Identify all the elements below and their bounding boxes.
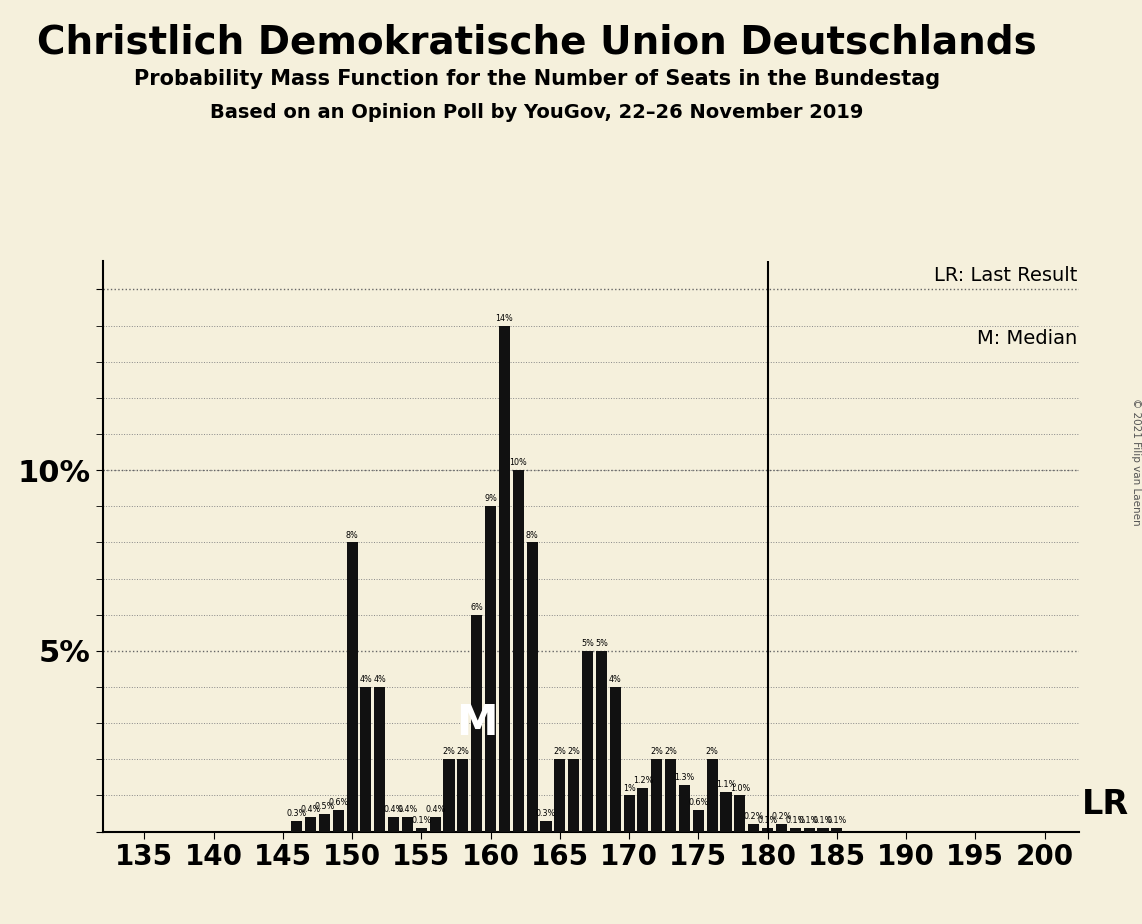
Bar	[790, 828, 801, 832]
Text: 0.2%: 0.2%	[743, 812, 764, 821]
Bar	[402, 817, 413, 832]
Text: 2%: 2%	[650, 748, 664, 757]
Bar	[554, 760, 565, 832]
Text: 0.3%: 0.3%	[536, 808, 556, 818]
Text: 1.1%: 1.1%	[716, 780, 737, 789]
Text: 2%: 2%	[706, 748, 718, 757]
Text: 0.4%: 0.4%	[425, 805, 445, 814]
Bar	[291, 821, 303, 832]
Text: 14%: 14%	[496, 314, 513, 322]
Text: 2%: 2%	[665, 748, 677, 757]
Text: 2%: 2%	[443, 748, 456, 757]
Bar	[443, 760, 455, 832]
Text: 1.2%: 1.2%	[633, 776, 653, 785]
Bar	[582, 650, 593, 832]
Bar	[624, 796, 635, 832]
Bar	[361, 687, 371, 832]
Bar	[346, 542, 357, 832]
Bar	[375, 687, 385, 832]
Text: 6%: 6%	[471, 602, 483, 612]
Bar	[748, 824, 759, 832]
Bar	[651, 760, 662, 832]
Bar	[721, 792, 732, 832]
Text: LR: Last Result: LR: Last Result	[934, 266, 1077, 286]
Bar	[457, 760, 468, 832]
Text: 0.6%: 0.6%	[328, 798, 348, 807]
Bar	[693, 810, 703, 832]
Bar	[568, 760, 579, 832]
Text: 4%: 4%	[373, 675, 386, 684]
Text: Based on an Opinion Poll by YouGov, 22–26 November 2019: Based on an Opinion Poll by YouGov, 22–2…	[210, 103, 863, 123]
Text: Probability Mass Function for the Number of Seats in the Bundestag: Probability Mass Function for the Number…	[134, 69, 940, 90]
Bar	[610, 687, 621, 832]
Text: Christlich Demokratische Union Deutschlands: Christlich Demokratische Union Deutschla…	[37, 23, 1037, 61]
Text: 0.6%: 0.6%	[689, 798, 708, 807]
Text: 0.2%: 0.2%	[771, 812, 791, 821]
Text: 2%: 2%	[457, 748, 469, 757]
Text: 0.1%: 0.1%	[813, 816, 834, 825]
Text: M: Median: M: Median	[978, 329, 1077, 348]
Bar	[305, 817, 316, 832]
Text: 0.1%: 0.1%	[827, 816, 847, 825]
Bar	[734, 796, 746, 832]
Bar	[472, 614, 482, 832]
Text: 1%: 1%	[622, 784, 635, 793]
Text: 8%: 8%	[346, 530, 359, 540]
Text: 4%: 4%	[609, 675, 621, 684]
Text: LR: LR	[1081, 787, 1128, 821]
Text: 5%: 5%	[581, 639, 594, 648]
Bar	[499, 325, 510, 832]
Text: 0.1%: 0.1%	[411, 816, 432, 825]
Bar	[416, 828, 427, 832]
Bar	[679, 784, 690, 832]
Bar	[831, 828, 843, 832]
Bar	[485, 506, 496, 832]
Bar	[388, 817, 400, 832]
Bar	[526, 542, 538, 832]
Text: 0.1%: 0.1%	[786, 816, 805, 825]
Text: 5%: 5%	[595, 639, 608, 648]
Text: 0.4%: 0.4%	[397, 805, 418, 814]
Bar	[707, 760, 717, 832]
Bar	[804, 828, 814, 832]
Bar	[596, 650, 606, 832]
Bar	[319, 813, 330, 832]
Bar	[332, 810, 344, 832]
Bar	[513, 470, 524, 832]
Text: 0.1%: 0.1%	[757, 816, 778, 825]
Text: 1.3%: 1.3%	[674, 772, 694, 782]
Text: 2%: 2%	[554, 748, 566, 757]
Text: 10%: 10%	[509, 458, 528, 468]
Text: © 2021 Filip van Laenen: © 2021 Filip van Laenen	[1131, 398, 1141, 526]
Bar	[540, 821, 552, 832]
Bar	[637, 788, 649, 832]
Bar	[762, 828, 773, 832]
Text: 0.5%: 0.5%	[314, 802, 335, 810]
Text: 9%: 9%	[484, 494, 497, 504]
Text: 0.4%: 0.4%	[300, 805, 321, 814]
Bar	[818, 828, 828, 832]
Text: 4%: 4%	[360, 675, 372, 684]
Text: M: M	[456, 702, 498, 744]
Text: 1.0%: 1.0%	[730, 784, 750, 793]
Bar	[429, 817, 441, 832]
Text: 2%: 2%	[568, 748, 580, 757]
Bar	[665, 760, 676, 832]
Text: 0.4%: 0.4%	[384, 805, 404, 814]
Bar	[775, 824, 787, 832]
Text: 0.3%: 0.3%	[287, 808, 307, 818]
Text: 0.1%: 0.1%	[799, 816, 819, 825]
Text: 8%: 8%	[525, 530, 539, 540]
